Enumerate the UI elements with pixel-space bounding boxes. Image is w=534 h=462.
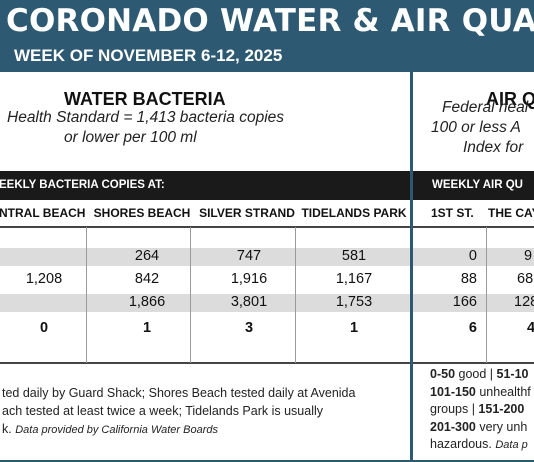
- table-cell: 1,866: [128, 294, 166, 310]
- table-cell: 1,916: [230, 271, 268, 287]
- water-header-bar: EEKLY BACTERIA COPIES AT:: [0, 171, 410, 200]
- banner-week: WEEK OF NOVEMBER 6-12, 2025: [14, 46, 283, 65]
- table-cell: 3,801: [230, 294, 268, 310]
- table-top-rule: [0, 226, 410, 228]
- table-cell: 747: [236, 248, 262, 264]
- water-footnote-line1: ted daily by Guard Shack; Shores Beach t…: [2, 386, 356, 400]
- table-top-rule: [413, 226, 534, 228]
- water-standard-line2: or lower per 100 ml: [64, 129, 197, 146]
- column-header-tidelands-park: TIDELANDS PARK: [301, 206, 407, 220]
- table-cell: 88: [460, 271, 477, 287]
- air-header-bar: WEEKLY AIR QU: [413, 171, 534, 200]
- column-divider: [486, 227, 487, 363]
- air-standard-line2: 100 or less A: [431, 119, 521, 136]
- water-data-source: Data provided by California Water Boards: [15, 424, 218, 436]
- water-footnote-line3: k. Data provided by California Water Boa…: [2, 422, 218, 436]
- title-banner: CORONADO WATER & AIR QUALITY R WEEK OF N…: [0, 0, 534, 72]
- water-bacteria-panel: WATER BACTERIA Health Standard = 1,413 b…: [0, 72, 412, 462]
- table-cell: 264: [134, 248, 160, 264]
- table-cell: 842: [134, 271, 160, 287]
- table-cell: 128: [514, 294, 534, 310]
- column-divider: [86, 227, 87, 363]
- table-bottom-rule: [0, 362, 410, 364]
- water-header-bar-label: EEKLY BACTERIA COPIES AT:: [0, 179, 165, 191]
- table-cell: 166: [452, 294, 477, 310]
- column-header-shores-beach: SHORES BEACH: [93, 206, 191, 220]
- air-data-source: Data p: [495, 439, 528, 451]
- table-cell: 581: [341, 248, 367, 264]
- table-cell: 9: [524, 248, 533, 264]
- column-divider: [190, 227, 191, 363]
- column-header-the-cay: THE CAY: [488, 206, 534, 220]
- row-band-3: [413, 294, 534, 312]
- column-divider: [295, 227, 296, 363]
- water-footnote: ted daily by Guard Shack; Shores Beach t…: [2, 384, 355, 439]
- table-cell: 68: [517, 271, 534, 287]
- row-band-3: [0, 294, 410, 312]
- row-band-1: [413, 248, 534, 266]
- column-header-silver-strand: SILVER STRAND: [199, 206, 295, 220]
- exceedance-count: 4: [527, 320, 534, 336]
- air-standard-line3: Index for: [463, 139, 524, 156]
- water-footnote-line2: ach tested at least twice a week; Tidela…: [2, 404, 323, 418]
- table-cell: 1,208: [25, 271, 63, 287]
- exceedance-count: 0: [39, 320, 49, 336]
- table-cell: 1,167: [335, 271, 373, 287]
- banner-title: CORONADO WATER & AIR QUALITY R: [6, 3, 534, 39]
- air-quality-panel: AIR Q Federal heal 100 or less A Index f…: [411, 72, 534, 462]
- air-header-bar-label: WEEKLY AIR QU: [432, 179, 523, 191]
- exceedance-count: 6: [468, 320, 477, 336]
- exceedance-count: 1: [349, 320, 359, 336]
- exceedance-count: 1: [142, 320, 152, 336]
- column-header-1st-st: 1ST ST.: [431, 206, 474, 220]
- water-section-title: WATER BACTERIA: [64, 89, 226, 109]
- row-band-1: [0, 248, 410, 266]
- table-bottom-rule: [413, 362, 534, 364]
- air-section-title: AIR Q: [486, 89, 534, 109]
- water-standard-line1: Health Standard = 1,413 bacteria copies: [7, 109, 285, 126]
- table-cell: 0: [468, 248, 477, 264]
- air-standard-line1: Federal heal: [442, 99, 529, 116]
- table-cell: 1,753: [335, 294, 373, 310]
- aqi-legend: 0-50 good | 51-10 101-150 unhealthf grou…: [430, 367, 531, 451]
- column-header-central-beach: NTRAL BEACH: [0, 206, 86, 220]
- exceedance-count: 3: [244, 320, 254, 336]
